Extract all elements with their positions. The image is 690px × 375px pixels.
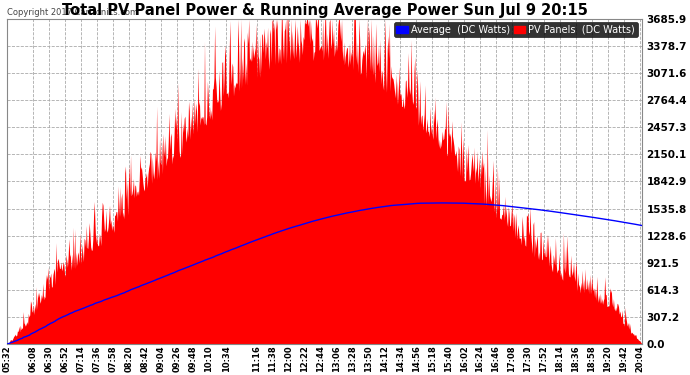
Legend: Average  (DC Watts), PV Panels  (DC Watts): Average (DC Watts), PV Panels (DC Watts) bbox=[394, 22, 638, 37]
Text: Copyright 2017 Cartronics.com: Copyright 2017 Cartronics.com bbox=[8, 8, 139, 17]
Title: Total PV Panel Power & Running Average Power Sun Jul 9 20:15: Total PV Panel Power & Running Average P… bbox=[62, 3, 588, 18]
